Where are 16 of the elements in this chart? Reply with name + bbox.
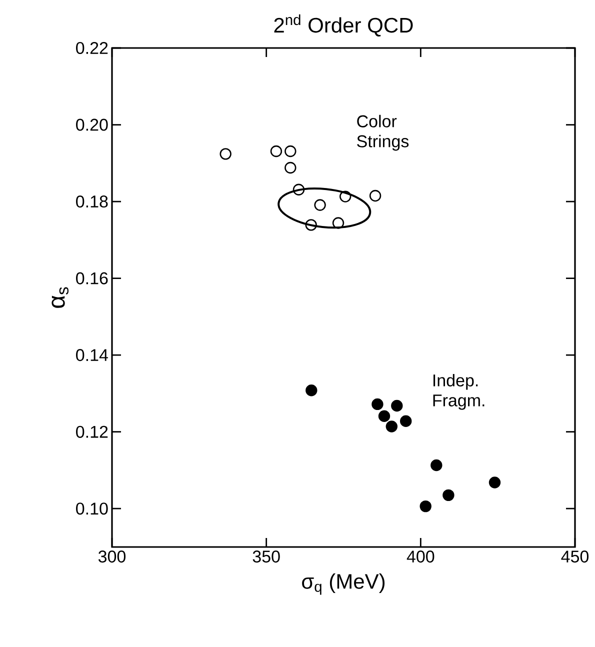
x-tick-label: 350	[252, 550, 280, 563]
y-tick-label: 0.10	[76, 502, 108, 515]
y-tick-label: 0.22	[76, 42, 108, 54]
x-tick-label: 300	[98, 550, 126, 563]
text: Color Strings	[357, 114, 409, 151]
y-axis-title: α$_{s}$	[52, 287, 69, 308]
x-axis-title: σ$_{q}$ (MeV)	[302, 573, 385, 595]
y-tick-label: 0.18	[76, 196, 108, 208]
y-tick-label: 0.12	[76, 426, 108, 438]
x-tick-label: 450	[561, 550, 589, 563]
y-tick-label: 0.16	[76, 272, 108, 284]
chart-title: 2$^{nd}$ Order QCD	[274, 14, 413, 36]
y-tick-label: 0.20	[76, 118, 108, 131]
y-tick-label: 0.14	[76, 349, 108, 362]
series-label: Indep. Fragm.	[433, 374, 484, 410]
x-tick-label: 400	[406, 550, 434, 563]
